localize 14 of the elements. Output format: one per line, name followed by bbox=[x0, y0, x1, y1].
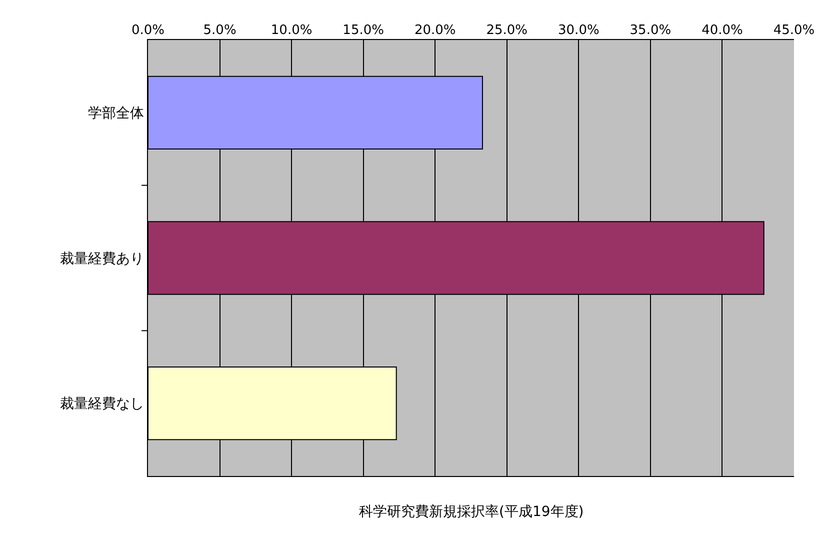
x-tick-label: 20.0% bbox=[414, 22, 456, 38]
x-tick-label: 0.0% bbox=[131, 22, 165, 38]
y-tick-label: 学部全体 bbox=[88, 106, 144, 122]
y-tick-label: 裁量経費なし bbox=[60, 396, 144, 412]
x-tick-label: 35.0% bbox=[630, 22, 672, 38]
x-axis-title: 科学研究費新規採択率(平成19年度) bbox=[359, 504, 584, 520]
y-tick-label: 裁量経費あり bbox=[60, 250, 144, 267]
x-tick-label: 10.0% bbox=[270, 22, 312, 38]
x-tick-label: 45.0% bbox=[773, 22, 815, 38]
x-tick-label: 25.0% bbox=[486, 22, 528, 38]
x-tick-label: 30.0% bbox=[558, 22, 600, 38]
x-tick-label: 5.0% bbox=[203, 22, 236, 38]
x-tick-label: 15.0% bbox=[342, 22, 384, 38]
x-tick-label: 40.0% bbox=[702, 22, 743, 38]
